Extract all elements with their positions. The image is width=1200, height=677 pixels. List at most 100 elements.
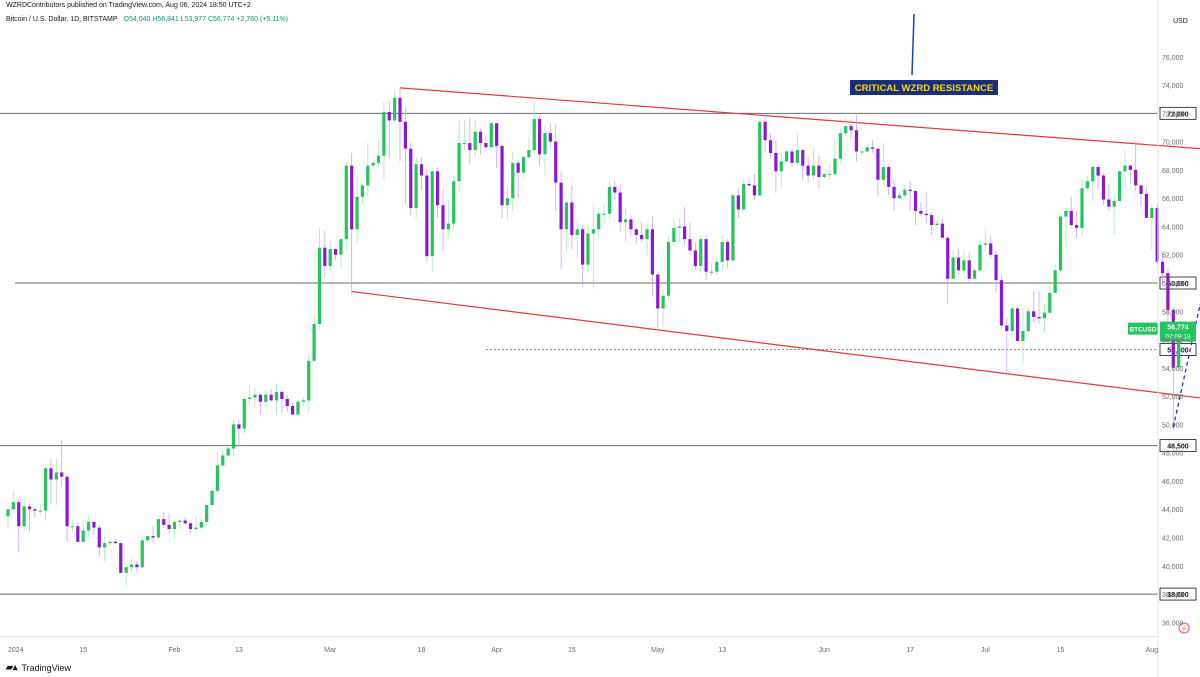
candle-body (1117, 171, 1122, 202)
y-tick-label: 72,000 (1162, 111, 1184, 118)
candle-body (86, 521, 91, 531)
candle-body (495, 123, 499, 146)
candle-body (328, 249, 332, 267)
candle-body (822, 174, 826, 177)
candle-body (1085, 181, 1089, 189)
y-tick-label: 76,000 (1162, 55, 1184, 62)
candle-body (478, 131, 483, 144)
candle-body (92, 521, 96, 528)
candle-body (296, 401, 300, 415)
candle-body (876, 148, 880, 180)
candle-body (1053, 270, 1057, 293)
candle-body (597, 213, 601, 230)
candle-body (913, 191, 918, 211)
candle-body (661, 295, 665, 309)
candle-body (967, 260, 971, 279)
candle-body (645, 229, 649, 240)
annotation-box (850, 80, 998, 95)
candle-body (1058, 216, 1063, 271)
candle-body (1021, 331, 1025, 341)
candle-body (1150, 208, 1154, 218)
candle-body (167, 524, 171, 530)
publisher-header: WZRDContributors published on TradingVie… (6, 2, 251, 9)
candle-body (768, 140, 773, 153)
y-tick-label: 64,000 (1162, 224, 1184, 231)
y-tick-label: 66,000 (1162, 196, 1184, 203)
symbol-name: Bitcoin / U.S. Dollar, 1D, BITSTAMP (6, 16, 118, 23)
candle-body (398, 97, 402, 122)
candle-body (849, 126, 853, 131)
candle-body (1048, 292, 1052, 313)
candle-body (1112, 201, 1116, 207)
candle-body (452, 181, 456, 224)
symbol-legend: Bitcoin / U.S. Dollar, 1D, BITSTAMP O54,0… (6, 16, 288, 23)
candle-body (1139, 185, 1143, 194)
candle-body (81, 530, 85, 542)
x-tick-label: Jul (981, 647, 990, 654)
candle-body (409, 148, 413, 209)
candle-body (677, 226, 681, 228)
candle-body (505, 198, 510, 206)
candle-body (162, 519, 166, 525)
candle-body (720, 242, 724, 262)
candle-body (559, 182, 563, 230)
candle-body (795, 150, 799, 163)
candle-body (806, 165, 810, 176)
candle-body (699, 239, 703, 267)
candle-body (978, 244, 982, 271)
candle-body (1096, 167, 1100, 176)
candle-body (436, 171, 440, 206)
candle-body (554, 141, 558, 183)
x-tick-label: Apr (491, 647, 503, 654)
candle-body (747, 184, 751, 186)
candle-body (231, 424, 236, 449)
x-tick-label: 2024 (8, 647, 24, 654)
symbol-tag-label: BTCUSD (1129, 327, 1156, 334)
candle-body (414, 164, 418, 209)
candle-body (484, 143, 488, 148)
candle-body (280, 391, 284, 399)
candle-body (1123, 165, 1127, 172)
x-tick-label: 15 (568, 647, 576, 654)
y-tick-label: 36,000 (1162, 620, 1184, 627)
candle-body (360, 185, 365, 197)
candle-body (1015, 308, 1020, 341)
candle-body (1155, 208, 1159, 262)
candle-body (124, 567, 128, 573)
candle-body (1107, 199, 1111, 207)
candle-body (838, 133, 842, 159)
candle-body (833, 158, 837, 175)
y-tick-label: 42,000 (1162, 536, 1184, 543)
y-tick-label: 70,000 (1162, 140, 1184, 147)
candle-body (940, 223, 944, 238)
y-tick-label: 58,000 (1162, 309, 1184, 316)
candle-body (860, 151, 864, 153)
candle-body (1144, 193, 1149, 218)
candle-body (897, 195, 902, 199)
candle-body (580, 229, 585, 265)
candle-body (33, 509, 37, 511)
candle-body (752, 185, 757, 196)
candle-body (613, 186, 617, 193)
candle-body (763, 121, 767, 141)
currency-label: USD (1173, 18, 1188, 25)
candle-body (919, 210, 923, 214)
candle-body (430, 171, 434, 257)
brand-name: TradingView (21, 662, 71, 673)
candle-body (425, 175, 429, 257)
y-tick-label: 56,000 (1162, 338, 1184, 345)
candle-body (140, 540, 144, 568)
candle-body (1160, 261, 1165, 274)
candle-body (38, 510, 42, 512)
candle-body (1037, 316, 1041, 319)
candle-body (221, 455, 225, 466)
candle-body (779, 161, 783, 172)
x-tick-label: 15 (1057, 647, 1065, 654)
tradingview-logo-icon: ▰▴ (6, 662, 18, 672)
level-label: 48,500 (1167, 444, 1189, 451)
candle-body (1026, 311, 1030, 332)
candle-body (210, 490, 214, 506)
y-tick-label: 68,000 (1162, 168, 1184, 175)
